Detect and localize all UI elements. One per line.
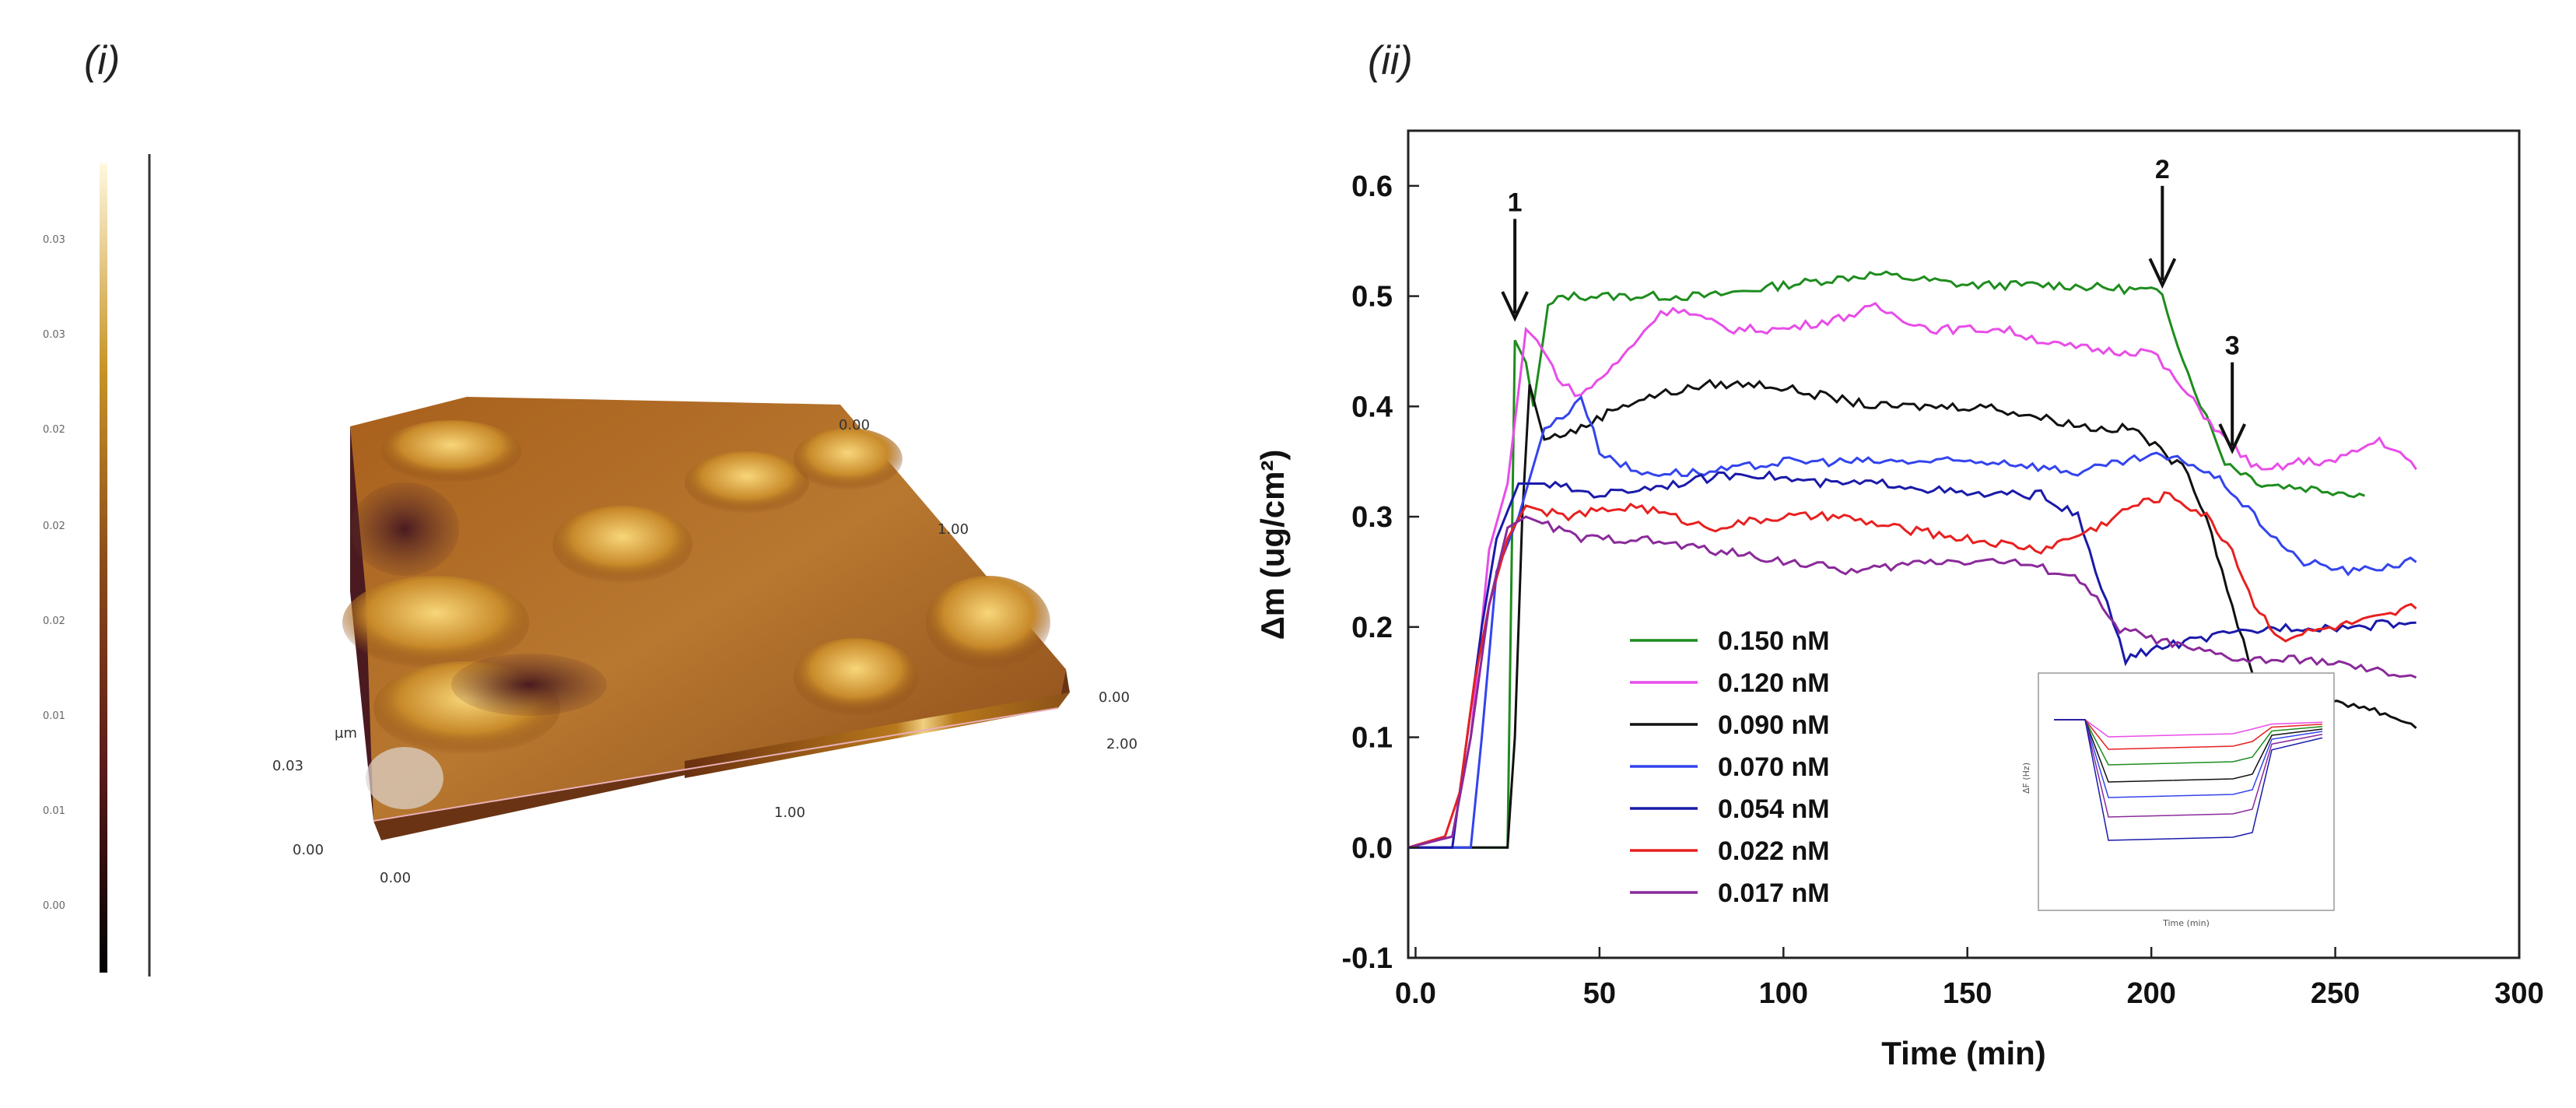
inset-lines [2054,719,2323,841]
plot-frame [1407,129,2521,959]
afm-x-origin: 0.00 [380,870,411,886]
x-tick-label: 100 [1759,977,1808,1010]
annotation-arrowhead [1501,291,1529,322]
x-tick-label: 0.0 [1395,977,1436,1010]
x-tick-label: 150 [1943,977,1992,1010]
colorbar-tick: 0.01 [43,710,65,722]
y-ticks: -0.1 0.0 0.1 0.2 0.3 0.4 0.5 0.6 [1342,170,1419,975]
afm-right-bottom: 2.00 [1106,736,1137,752]
inset-y-label: ΔF (Hz) [2021,763,2031,794]
afm-axis-labels: µm 0.03 0.00 0.00 1.00 0.00 2.00 0.00 1.… [272,417,1137,886]
x-tick-label: 50 [1583,977,1616,1010]
x-tick-label: 250 [2311,977,2360,1010]
annotation-label: 2 [2155,155,2170,184]
afm-x-mid: 1.00 [774,805,805,821]
legend-label: 0.120 nM [1718,668,1830,698]
annotation-label: 1 [1508,188,1523,217]
x-axis-title: Time (min) [1881,1035,2046,1071]
series-line [1408,470,2417,849]
colorbar-tick: 0.02 [43,424,65,436]
y-axis-title: Δm (ug/cm²) [1254,450,1291,640]
afm-surface [342,397,1070,840]
legend-label: 0.054 nM [1718,794,1830,824]
legend-label: 0.090 nM [1718,710,1830,740]
afm-topography-image: 0.03 0.03 0.02 0.02 0.02 0.01 0.01 0.00 … [43,154,1137,977]
y-tick-label: 0.3 [1351,501,1393,534]
afm-z-bottom: 0.00 [293,842,324,858]
colorbar [100,163,107,973]
series-line [1407,301,2417,849]
annotations: 1 2 3 [1501,155,2246,454]
inset-series-line [2054,719,2323,841]
afm-back-mid: 1.00 [938,521,969,538]
annotation-arrowhead [2218,423,2246,454]
y-tick-label: 0.5 [1351,281,1393,314]
inset-frame [2038,672,2335,911]
afm-back-top: 0.00 [839,417,870,433]
colorbar-tick: 0.03 [43,234,65,246]
colorbar-tick: 0.02 [43,615,65,627]
afm-z-top: 0.03 [272,758,303,774]
legend-label: 0.022 nM [1718,836,1830,866]
colorbar-tick: 0.03 [43,329,65,341]
series-line [1408,378,2417,849]
annotation-arrowhead [2148,258,2177,289]
y-tick-label: 0.0 [1351,832,1393,864]
annotation-label: 3 [2225,331,2240,361]
y-tick-label: -0.1 [1342,942,1393,975]
y-tick-label: 0.6 [1351,170,1393,203]
series-line [1407,515,2417,849]
legend-label: 0.017 nM [1718,878,1830,908]
series-layer [1407,270,2417,849]
panel-label-i: (i) [84,38,121,83]
legend-label: 0.070 nM [1718,752,1830,782]
legend: 0.150 nM 0.120 nM 0.090 nM 0.070 nM 0.054 nM… [1630,626,1830,908]
y-tick-label: 0.4 [1351,391,1393,423]
series-line [1407,491,2417,849]
series-line [1408,270,2365,849]
inset-plot: Time (min) ΔF (Hz) [2021,672,2335,928]
x-tick-label: 300 [2494,977,2543,1010]
panel-label-ii: (ii) [1368,38,1413,83]
x-ticks: 0.0 50 100 150 200 250 300 [1395,947,2544,1010]
colorbar-tick: 0.00 [43,900,65,912]
x-tick-label: 200 [2126,977,2175,1010]
afm-z-unit: µm [335,725,357,742]
y-tick-label: 0.1 [1351,722,1393,755]
inset-x-label: Time (min) [2162,918,2210,928]
legend-label: 0.150 nM [1718,626,1830,656]
colorbar-tick: 0.02 [43,521,65,532]
series-line [1408,394,2417,849]
colorbar-tick: 0.01 [43,805,65,817]
colorbar-ticks: 0.03 0.03 0.02 0.02 0.02 0.01 0.01 0.00 [43,234,65,912]
afm-right-top: 0.00 [1099,689,1130,706]
y-tick-label: 0.2 [1351,612,1393,644]
